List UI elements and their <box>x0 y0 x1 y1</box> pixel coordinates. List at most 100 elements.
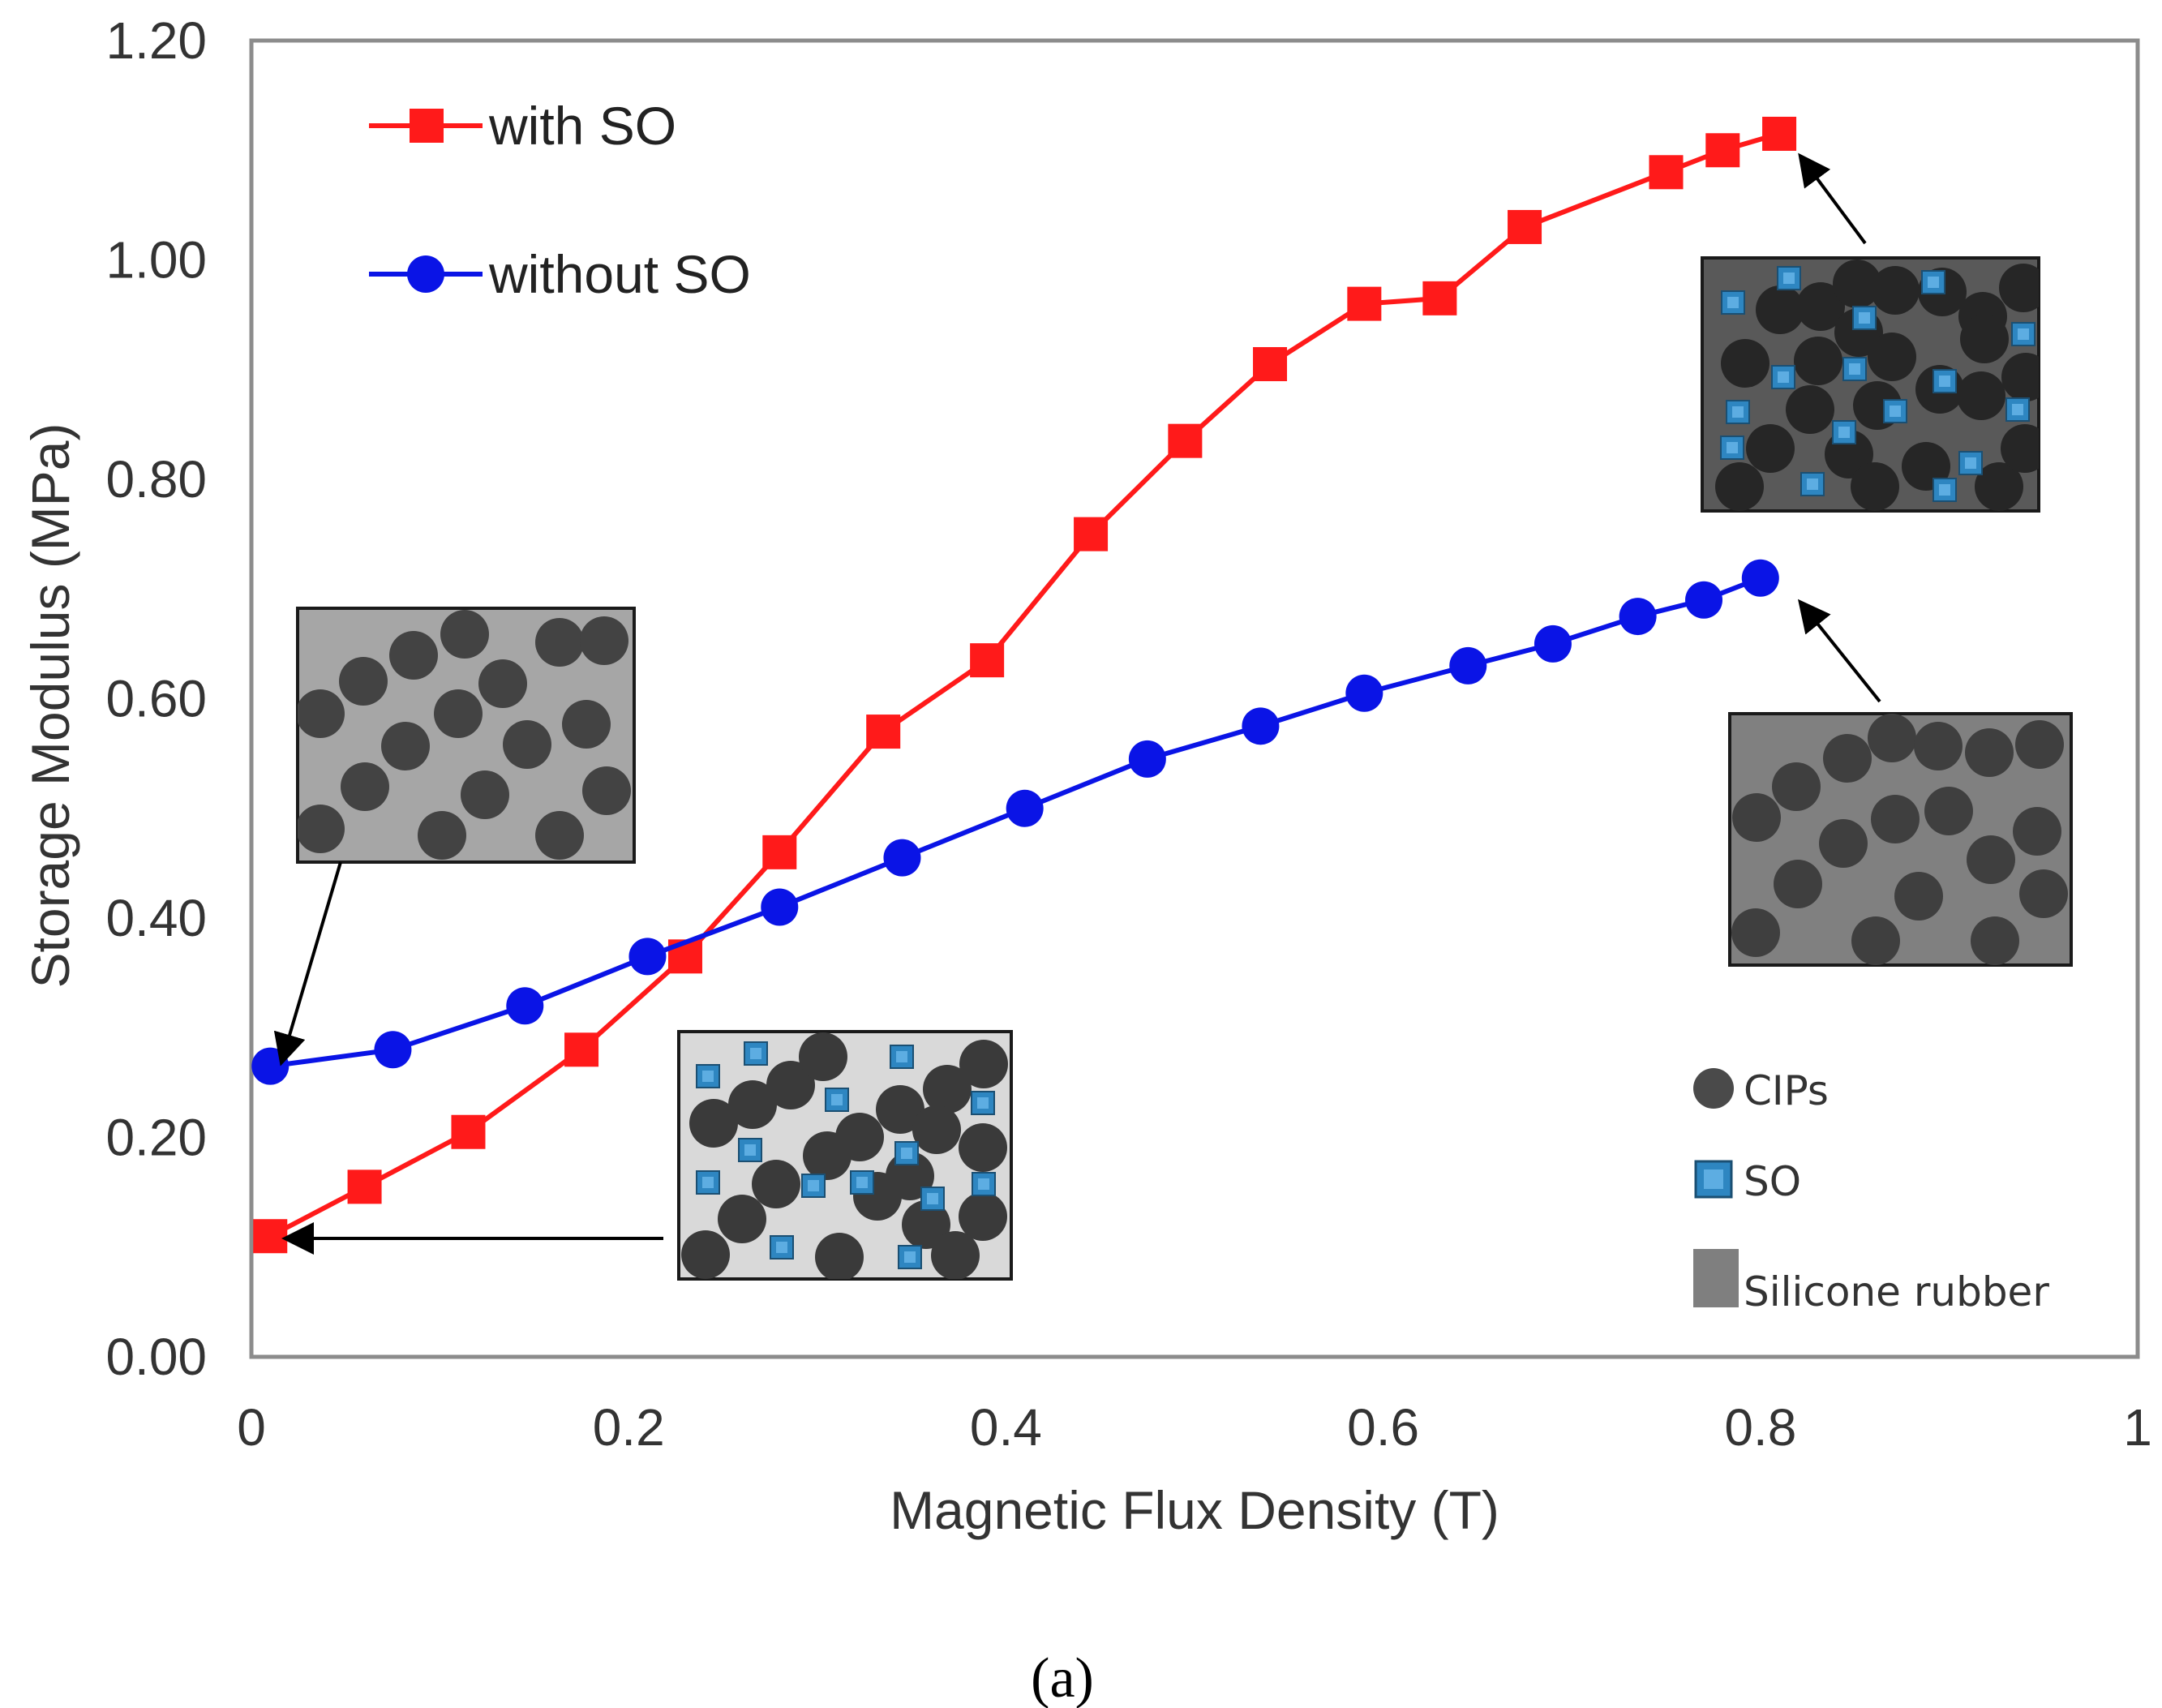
data-point-with-so <box>1705 133 1740 168</box>
data-point-without-so <box>1006 789 1044 827</box>
cip-particle <box>298 689 345 738</box>
legend: with SO without SO <box>369 96 751 304</box>
cip-particle <box>815 1233 864 1279</box>
cip-particle <box>835 1113 884 1161</box>
data-point-with-so <box>1508 209 1542 244</box>
data-point-with-so <box>451 1114 486 1149</box>
cip-particle <box>418 811 466 860</box>
cip-particle <box>298 805 345 853</box>
key-silicone-rubber-icon <box>1693 1249 1739 1307</box>
cip-particle <box>2001 424 2039 473</box>
panel-label: (a) <box>1031 1647 1094 1708</box>
cip-particle <box>1756 285 1804 334</box>
cip-particle <box>562 700 611 749</box>
cip-particle <box>876 1085 924 1134</box>
cip-particle <box>1833 260 1881 308</box>
cip-particle <box>681 1230 730 1279</box>
cip-particle <box>1894 872 1943 921</box>
cip-particle <box>959 1040 1008 1088</box>
data-point-without-so <box>1128 740 1166 778</box>
cip-particle <box>2019 869 2068 918</box>
cip-particle <box>1871 266 1920 315</box>
inset-with-so-isotropic <box>677 1030 1013 1281</box>
cip-particle <box>1975 462 2023 511</box>
y-axis-title: Storage Modulus (MPa) <box>20 423 80 989</box>
series-without-so <box>251 559 1779 1085</box>
data-point-without-so <box>1345 674 1383 712</box>
data-point-without-so <box>374 1031 412 1069</box>
cip-particle <box>1868 333 1916 381</box>
y-axis-ticks: 0.00 0.20 0.40 0.60 0.80 1.00 1.20 <box>105 11 207 1386</box>
data-point-without-so <box>1449 646 1487 684</box>
cip-particle <box>689 1099 738 1148</box>
cip-particle <box>1914 722 1963 770</box>
so-particle <box>744 1041 768 1066</box>
cip-particle <box>1871 795 1920 843</box>
x-tick-label: 0 <box>237 1398 266 1457</box>
data-point-with-so <box>347 1169 382 1204</box>
data-point-with-so <box>866 715 901 749</box>
cip-particle <box>1967 835 2015 884</box>
cip-particle <box>1746 424 1795 473</box>
data-point-without-so <box>1741 559 1779 597</box>
y-tick-label: 0.20 <box>105 1109 207 1167</box>
cip-particle <box>2015 720 2064 769</box>
cip-particle <box>1786 385 1834 434</box>
data-point-with-so <box>970 643 1005 678</box>
data-point-with-so <box>762 835 797 869</box>
cip-particle <box>381 722 430 770</box>
cip-particle <box>434 689 483 738</box>
data-point-with-so <box>1347 286 1382 321</box>
x-tick-label: 0.4 <box>970 1398 1042 1457</box>
cip-particle <box>503 720 551 769</box>
cip-particle <box>339 657 388 706</box>
cip-particle <box>912 1105 961 1154</box>
cip-particle <box>1772 762 1821 811</box>
inset-without-so-aligned <box>1728 712 2073 967</box>
y-tick-label: 1.20 <box>105 11 207 70</box>
x-tick-label: 0.2 <box>593 1398 665 1457</box>
data-point-without-so <box>883 839 921 877</box>
inset-without-so-isotropic <box>296 607 636 864</box>
key-cips-label: CIPs <box>1744 1067 1829 1114</box>
x-tick-label: 0.8 <box>1724 1398 1796 1457</box>
cip-particle <box>1721 339 1769 388</box>
data-point-with-so <box>1762 116 1797 151</box>
cip-particle <box>1732 793 1781 842</box>
cip-particle <box>1965 728 2014 777</box>
cip-particle <box>1823 734 1872 783</box>
cip-particle <box>1999 264 2039 312</box>
cip-particle <box>1868 714 1916 762</box>
y-tick-label: 0.40 <box>105 889 207 947</box>
legend-label-with-so: with SO <box>488 96 676 156</box>
data-point-without-so <box>1685 581 1723 619</box>
data-point-with-so <box>1649 155 1684 190</box>
callout-arrows <box>273 152 1881 1255</box>
inset-with-so-aligned <box>1701 256 2040 513</box>
legend-label-without-so: without SO <box>488 244 751 304</box>
cip-particle <box>341 762 389 811</box>
y-tick-label: 0.80 <box>105 450 207 509</box>
cip-particle <box>1960 315 2009 363</box>
key-silicone-rubber-label: Silicone rubber <box>1744 1268 2049 1315</box>
data-point-without-so <box>761 888 799 926</box>
cip-particle <box>582 766 631 815</box>
cip-particle <box>902 1200 950 1249</box>
cip-particle <box>1957 371 2005 420</box>
data-point-without-so <box>506 987 544 1025</box>
so-particle <box>1800 472 1825 496</box>
cip-particle <box>728 1080 777 1129</box>
cip-particle <box>1715 462 1764 511</box>
cip-particle <box>752 1160 800 1208</box>
data-point-without-so <box>628 938 667 976</box>
cip-particle <box>2013 807 2061 856</box>
x-tick-label: 1 <box>2123 1398 2152 1457</box>
cip-particle <box>535 618 584 667</box>
legend-marker-with-so <box>410 109 444 143</box>
x-axis-title: Magnetic Flux Density (T) <box>890 1480 1499 1540</box>
cip-particle <box>923 1065 972 1114</box>
cip-particle <box>461 770 509 819</box>
arrow-to-without-so-end <box>1798 599 1881 703</box>
data-point-with-so <box>1168 423 1203 458</box>
